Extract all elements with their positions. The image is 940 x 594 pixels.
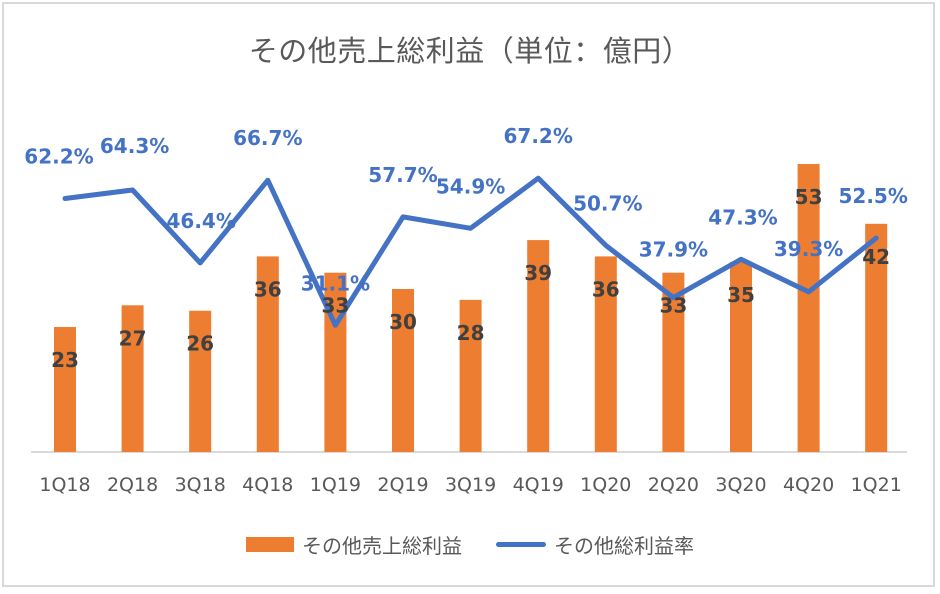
line-label-4Q20: 39.3% <box>774 237 843 261</box>
line-label-1Q18: 62.2% <box>24 145 93 169</box>
x-tick-4Q18: 4Q18 <box>242 474 293 496</box>
bar-series <box>54 164 888 453</box>
line-label-3Q19: 54.9% <box>436 174 505 198</box>
line-label-3Q18: 46.4% <box>167 209 236 233</box>
bar-label-1Q19: 33 <box>321 294 349 318</box>
bar-label-2Q18: 27 <box>119 326 147 350</box>
line-label-4Q18: 66.7% <box>233 126 302 150</box>
bar-label-3Q19: 28 <box>457 321 485 345</box>
line-label-2Q20: 37.9% <box>639 238 708 262</box>
x-tick-4Q19: 4Q19 <box>513 474 564 496</box>
bar-label-4Q18: 36 <box>254 277 282 301</box>
bar-data-labels: 23 27 26 36 33 30 28 39 36 33 35 53 42 <box>51 185 890 372</box>
bar-2Q20 <box>662 272 685 452</box>
legend-label-line: その他総利益率 <box>554 534 694 558</box>
x-tick-1Q18: 1Q18 <box>39 474 90 496</box>
chart-frame <box>2 2 935 587</box>
legend-swatch-line <box>496 542 546 547</box>
x-tick-4Q20: 4Q20 <box>783 474 834 496</box>
bar-2Q19 <box>392 289 414 452</box>
bar-2Q18 <box>121 305 144 452</box>
bar-1Q20 <box>594 256 617 452</box>
line-data-labels: 62.2% 64.3% 46.4% 66.7% 31.1% 57.7%54.9% 67.2%… <box>24 124 908 295</box>
x-tick-1Q21: 1Q21 <box>851 474 902 496</box>
x-tick-2Q19: 2Q19 <box>377 474 428 496</box>
x-axis-ticks: 1Q18 2Q18 3Q18 4Q18 1Q19 2Q19 3Q19 4Q19 1Q20 2Q20… <box>39 474 901 496</box>
bar-4Q19 <box>527 240 550 452</box>
bar-3Q20 <box>730 261 752 452</box>
line-label-4Q19: 67.2% <box>504 124 573 148</box>
bar-1Q21 <box>865 223 888 452</box>
line-label-2Q19: 57.7% <box>368 163 437 187</box>
legend-label-bar: その他売上総利益 <box>302 534 462 558</box>
bar-label-2Q19: 30 <box>389 310 417 334</box>
bar-label-1Q20: 36 <box>592 277 620 301</box>
line-label-1Q21: 52.5% <box>839 184 908 208</box>
x-tick-3Q18: 3Q18 <box>175 474 226 496</box>
line-label-1Q20: 50.7% <box>573 191 642 215</box>
bar-label-3Q18: 26 <box>186 332 214 356</box>
x-tick-2Q20: 2Q20 <box>648 474 699 496</box>
line-label-2Q18: 64.3% <box>100 134 169 158</box>
x-tick-2Q18: 2Q18 <box>107 474 158 496</box>
chart-title: その他売上総利益（単位：億円） <box>248 34 692 68</box>
line-label-1Q19: 31.1% <box>301 271 370 295</box>
legend: その他売上総利益 その他総利益率 <box>0 530 940 559</box>
legend-swatch-bar <box>246 537 294 552</box>
legend-item-bar: その他売上総利益 <box>246 530 462 559</box>
bar-3Q18 <box>189 310 212 452</box>
x-tick-1Q19: 1Q19 <box>310 474 361 496</box>
line-series <box>62 175 879 328</box>
bar-4Q20 <box>797 164 820 453</box>
bar-1Q18 <box>54 327 76 452</box>
x-tick-3Q20: 3Q20 <box>715 474 766 496</box>
bar-label-4Q20: 53 <box>795 185 823 209</box>
x-tick-3Q19: 3Q19 <box>445 474 496 496</box>
legend-item-line: その他総利益率 <box>496 530 694 559</box>
bar-label-1Q21: 42 <box>862 245 890 269</box>
bar-label-3Q20: 35 <box>727 283 755 307</box>
bar-4Q18 <box>256 256 279 452</box>
bar-label-1Q18: 23 <box>51 348 79 372</box>
line-label-3Q20: 47.3% <box>708 205 777 229</box>
bar-3Q19 <box>459 299 482 452</box>
x-tick-1Q20: 1Q20 <box>580 474 631 496</box>
bar-label-4Q19: 39 <box>524 261 552 285</box>
bar-label-2Q20: 33 <box>659 294 687 318</box>
